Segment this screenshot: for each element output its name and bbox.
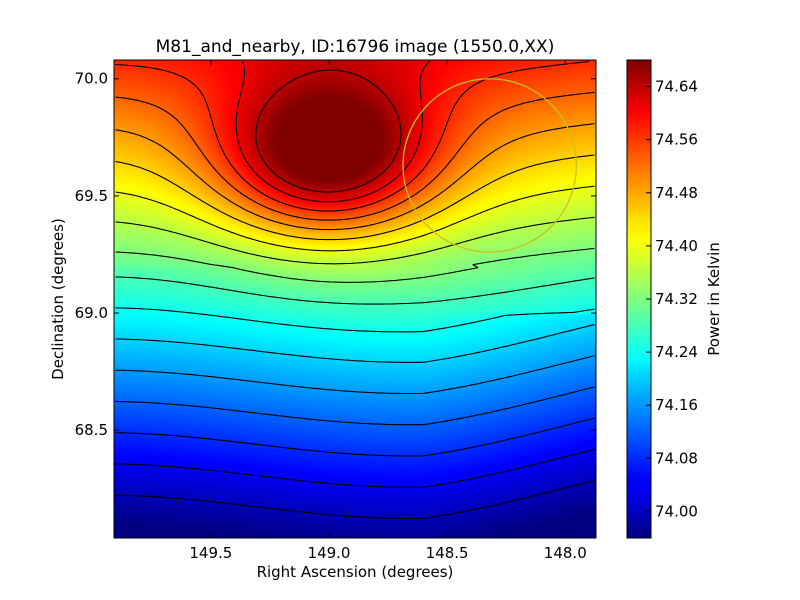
x-tick-label: 148.0 [544,544,587,562]
contour-line [255,69,402,193]
contour-lines [115,60,595,520]
y-tick-label: 69.0 [75,304,108,322]
contour-line [115,123,595,231]
contour-line [115,480,595,520]
colorbar: 74.00 74.08 74.16 74.24 74.32 74.40 74.48 74.56… [626,59,723,539]
colorbar-label: Power in Kelvin [705,242,723,356]
x-axis-label: Right Ascension (degrees) [257,563,454,581]
y-axis-label: Declination (degrees) [49,218,67,380]
plot-frame [113,59,597,539]
colorbar-tick-label: 74.24 [655,343,698,361]
plot-area: 149.5 149.0 148.5 148.0 68.5 69.0 69.5 70.0 [75,59,597,562]
y-tick-label: 69.5 [75,187,108,205]
colorbar-tick-label: 74.32 [655,290,698,308]
y-tick-label: 68.5 [75,421,108,439]
contour-line [115,417,595,457]
colorbar-tick-label: 74.48 [655,184,698,202]
contour-line [115,307,595,333]
x-tick-label: 148.5 [426,544,469,562]
y-axis-ticks: 68.5 69.0 69.5 70.0 [75,70,596,439]
contour-line [115,355,595,395]
contour-line [115,60,590,212]
contour-line [115,386,595,426]
colorbar-tick-label: 74.08 [655,449,698,467]
x-tick-label: 149.5 [189,544,232,562]
colorbar-tick-label: 74.16 [655,396,698,414]
contour-line [115,448,595,488]
colorbar-tick-label: 74.00 [655,502,698,520]
x-tick-label: 149.0 [308,544,351,562]
heatmap-image [114,60,596,538]
chart-title: M81_and_nearby, ID:16796 image (1550.0,X… [156,37,555,57]
colorbar-tick-label: 74.40 [655,237,698,255]
contour-line [115,154,595,241]
contour-line [115,323,595,363]
marker-circle [402,78,578,253]
colorbar-tick-label: 74.64 [655,78,698,96]
contour-line [115,276,595,305]
y-tick-label: 70.0 [75,70,108,88]
contour-line [235,61,430,203]
colorbar-ticks: 74.00 74.08 74.16 74.24 74.32 74.40 74.48 74.56… [646,78,698,520]
x-axis-ticks: 149.5 149.0 148.5 148.0 [189,60,587,562]
contour-line [115,185,595,252]
contour-line [115,247,595,283]
contour-line [115,216,595,265]
colorbar-tick-label: 74.56 [655,131,698,149]
